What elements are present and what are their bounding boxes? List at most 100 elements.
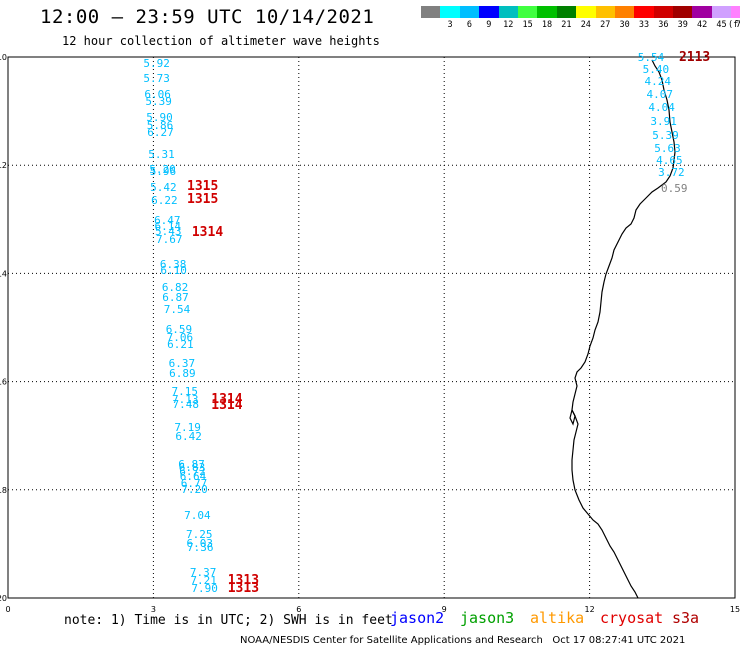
credit-timestamp: Oct 17 08:27:41 UTC 2021 (552, 635, 686, 646)
coastline-inlet (569, 408, 576, 426)
color-scale-label: 18 (541, 20, 553, 30)
color-scale-cell (576, 6, 596, 18)
wave-height-value: 7.13 (171, 392, 199, 406)
wave-height-value: 7.37 (189, 566, 217, 580)
wave-height-value: 6.14 (154, 219, 182, 233)
y-tick-label: 10 (0, 53, 7, 62)
wave-height-value: 7.20 (181, 482, 208, 496)
color-scale-cell (556, 6, 577, 18)
pass-time-label: 1314 (211, 398, 243, 414)
wave-height-value: 6.06 (144, 87, 171, 101)
wave-height-value: 7.15 (171, 385, 199, 399)
wave-height-value: 6.72 (179, 465, 206, 479)
color-scale-cell (731, 6, 740, 18)
color-scale-bar (421, 6, 740, 18)
wave-height-value: 6.10 (160, 264, 187, 278)
color-scale-label: 30 (619, 20, 630, 30)
color-scale-label: 21 (561, 20, 572, 30)
wave-height-value: 4.65 (656, 153, 683, 167)
wave-height-value: 5.54 (637, 51, 665, 64)
wave-height-value: 5.39 (145, 95, 172, 109)
color-scale-cell (692, 6, 712, 18)
map-title: 12:00 – 23:59 UTC 10/14/2021 (40, 6, 375, 28)
legend-item-jason3: jason3 (460, 609, 515, 627)
wave-height-value: 6.21 (167, 337, 194, 351)
pass-time-label: 1314 (211, 391, 243, 407)
y-tick-label: 16 (0, 378, 7, 387)
pass-time-label: 1315 (187, 191, 219, 207)
x-tick-label: 0 (5, 605, 10, 614)
wave-height-value: 6.42 (175, 429, 202, 443)
pass-time-label: 1313 (227, 572, 260, 588)
x-tick-label: 15 (730, 605, 740, 614)
legend-item-cryosat: cryosat (600, 609, 664, 627)
wave-height-value: 5.39 (652, 128, 679, 142)
pass-time-label: 2113 (678, 50, 711, 65)
color-scale-cell (653, 6, 674, 18)
x-tick-label: 3 (151, 605, 156, 614)
wave-height-value: 5.20 (149, 162, 176, 176)
color-scale-label: 3 (447, 20, 453, 30)
color-scale-label: 15 (522, 20, 533, 30)
wave-height-value: 7.54 (163, 303, 191, 317)
wave-height-value: 5.90 (146, 110, 173, 124)
wave-height-value: 7.04 (184, 508, 211, 522)
wave-height-value: 7.36 (187, 541, 214, 555)
color-scale-label: 33 (638, 20, 650, 30)
wave-height-value: 6.87 (178, 457, 205, 471)
wave-height-value: 6.38 (159, 257, 187, 271)
wave-height-value: 6.22 (151, 193, 178, 207)
y-tick-label: 14 (0, 269, 7, 278)
color-scale-cell (537, 6, 557, 18)
color-scale-label: 24 (580, 20, 591, 30)
y-tick-label: 20 (0, 594, 7, 603)
color-scale-cell (614, 6, 635, 18)
wave-height-value: 3.72 (658, 165, 685, 179)
color-scale-cell (634, 6, 654, 18)
wave-height-value: 6.03 (186, 536, 214, 550)
color-scale-label: 70 (735, 20, 740, 30)
wave-height-value: 7.67 (156, 232, 183, 246)
credit-agency: NOAA/NESDIS Center for Satellite Applica… (240, 635, 543, 646)
wave-height-value: 5.40 (642, 62, 670, 76)
map-credit: NOAA/NESDIS Center for Satellite Applica… (240, 635, 685, 646)
wave-height-value: 5.31 (148, 148, 175, 162)
color-scale-labels: 36912151821242730333639424570 (421, 20, 740, 30)
wave-height-value: 6.83 (178, 461, 206, 475)
color-scale-label: 12 (503, 20, 514, 30)
color-scale-label: 6 (466, 20, 473, 30)
color-scale-label: 9 (486, 20, 492, 30)
wave-height-value: 6.47 (154, 214, 181, 228)
wave-height-value: 6.27 (147, 125, 174, 139)
wave-height-value: 7.06 (166, 331, 194, 345)
x-tick-label: 6 (296, 605, 301, 614)
color-scale-cell (421, 6, 441, 18)
wave-height-value: 0.59 (661, 181, 688, 195)
lat-lon-grid (8, 57, 735, 598)
color-scale-cell (673, 6, 693, 18)
color-scale-cell (498, 6, 518, 18)
color-scale-cell (595, 6, 615, 18)
legend-item-altika: altika (530, 609, 585, 627)
color-scale-cell (479, 6, 499, 18)
y-tick-label: 12 (0, 161, 7, 170)
map-note: note: 1) Time is in UTC; 2) SWH is in fe… (64, 613, 393, 628)
wave-height-value: 7.21 (190, 573, 217, 587)
x-tick-label: 12 (585, 605, 595, 614)
pass-time-label: 1314 (191, 225, 224, 241)
wave-height-value: 5.96 (149, 164, 177, 178)
color-scale-cell (711, 6, 732, 18)
coastline (571, 59, 676, 599)
wave-height-value: 6.87 (162, 291, 189, 305)
wave-height-value: 4.24 (644, 74, 672, 88)
wave-height-value: 6.37 (168, 357, 196, 371)
wave-height-value: 6.82 (161, 281, 189, 295)
wave-height-value: 4.04 (648, 100, 675, 114)
wave-height-value: 6.77 (180, 477, 208, 491)
wave-height-value: 6.59 (165, 322, 193, 336)
wave-height-value: 6.89 (169, 366, 196, 380)
color-scale-cell (459, 6, 480, 18)
color-scale-unit: (ft) (728, 20, 740, 30)
color-scale-label: 39 (677, 20, 688, 30)
